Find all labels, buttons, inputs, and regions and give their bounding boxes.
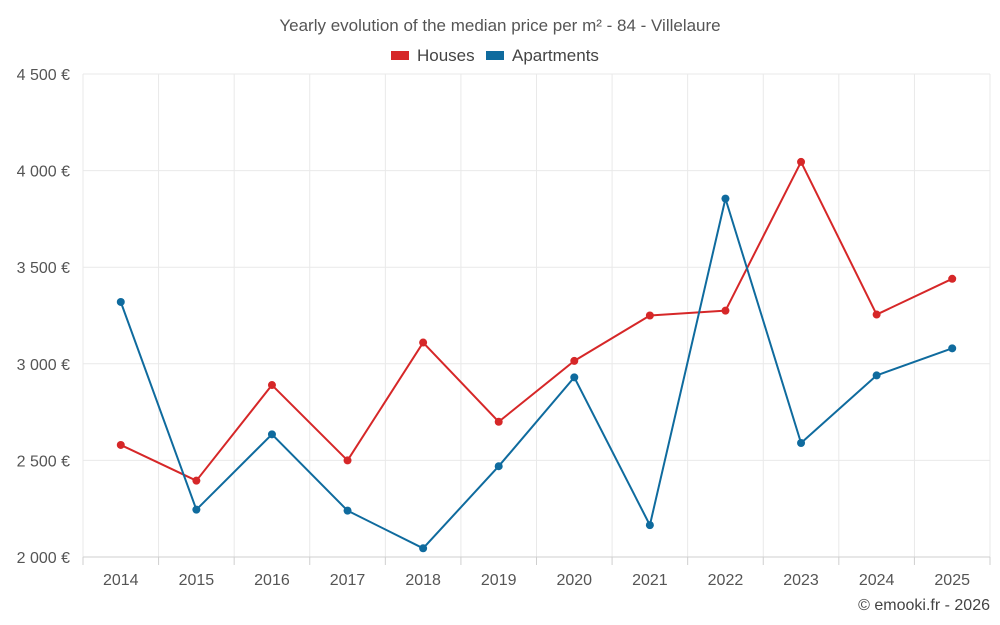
data-point-houses[interactable] [494, 417, 503, 426]
data-point-houses[interactable] [343, 456, 352, 465]
x-tick-label: 2021 [632, 572, 668, 589]
x-axis: 2014 2015 2016 2017 2018 2019 2020 2021 2022 2023… [82, 556, 991, 589]
data-point-houses[interactable] [721, 306, 730, 315]
data-point-houses[interactable] [570, 356, 579, 365]
grid [82, 73, 991, 557]
y-tick-label: 4 500 € [17, 67, 70, 84]
data-point-apartments[interactable] [721, 194, 730, 203]
series-apartments [116, 194, 957, 553]
series [116, 157, 957, 553]
x-tick-label: 2025 [934, 572, 970, 589]
data-point-houses[interactable] [872, 310, 881, 319]
y-tick-label: 2 000 € [17, 550, 70, 567]
data-point-houses[interactable] [116, 440, 125, 449]
x-tick-label: 2023 [783, 572, 819, 589]
data-point-houses[interactable] [948, 274, 957, 283]
chart-title: Yearly evolution of the median price per… [279, 16, 720, 35]
data-point-houses[interactable] [645, 311, 654, 320]
legend-label-houses[interactable]: Houses [417, 46, 475, 65]
x-tick-label: 2016 [254, 572, 290, 589]
y-tick-label: 2 500 € [17, 453, 70, 470]
data-point-houses[interactable] [267, 381, 276, 390]
x-tick-label: 2017 [330, 572, 366, 589]
data-point-houses[interactable] [192, 476, 201, 485]
data-point-apartments[interactable] [419, 544, 428, 553]
y-axis: 2 000 € 2 500 € 3 000 € 3 500 € 4 000 € 4 500… [17, 67, 70, 567]
data-point-apartments[interactable] [494, 462, 503, 471]
y-tick-label: 4 000 € [17, 164, 70, 181]
credit-text: © emooki.fr - 2026 [858, 597, 990, 614]
data-point-apartments[interactable] [570, 373, 579, 382]
data-point-apartments[interactable] [267, 430, 276, 439]
data-point-apartments[interactable] [948, 344, 957, 353]
x-tick-label: 2018 [405, 572, 441, 589]
x-tick-label: 2015 [179, 572, 215, 589]
legend: Houses Apartments [391, 46, 599, 65]
data-point-apartments[interactable] [192, 505, 201, 514]
series-houses [116, 157, 957, 485]
data-point-apartments[interactable] [645, 521, 654, 530]
x-tick-label: 2014 [103, 572, 139, 589]
legend-swatch-houses [391, 51, 409, 60]
series-line-apartments [119, 197, 953, 550]
data-point-apartments[interactable] [797, 439, 806, 448]
y-tick-label: 3 000 € [17, 357, 70, 374]
series-line-houses [120, 160, 953, 482]
x-tick-label: 2022 [708, 572, 744, 589]
legend-label-apartments[interactable]: Apartments [512, 46, 599, 65]
x-tick-label: 2019 [481, 572, 517, 589]
y-tick-label: 3 500 € [17, 260, 70, 277]
data-point-apartments[interactable] [872, 371, 881, 380]
data-point-apartments[interactable] [116, 297, 125, 306]
legend-swatch-apartments [486, 51, 504, 60]
data-point-apartments[interactable] [343, 506, 352, 515]
data-point-houses[interactable] [797, 157, 806, 166]
x-tick-label: 2020 [556, 572, 592, 589]
data-point-houses[interactable] [419, 338, 428, 347]
x-tick-label: 2024 [859, 572, 895, 589]
